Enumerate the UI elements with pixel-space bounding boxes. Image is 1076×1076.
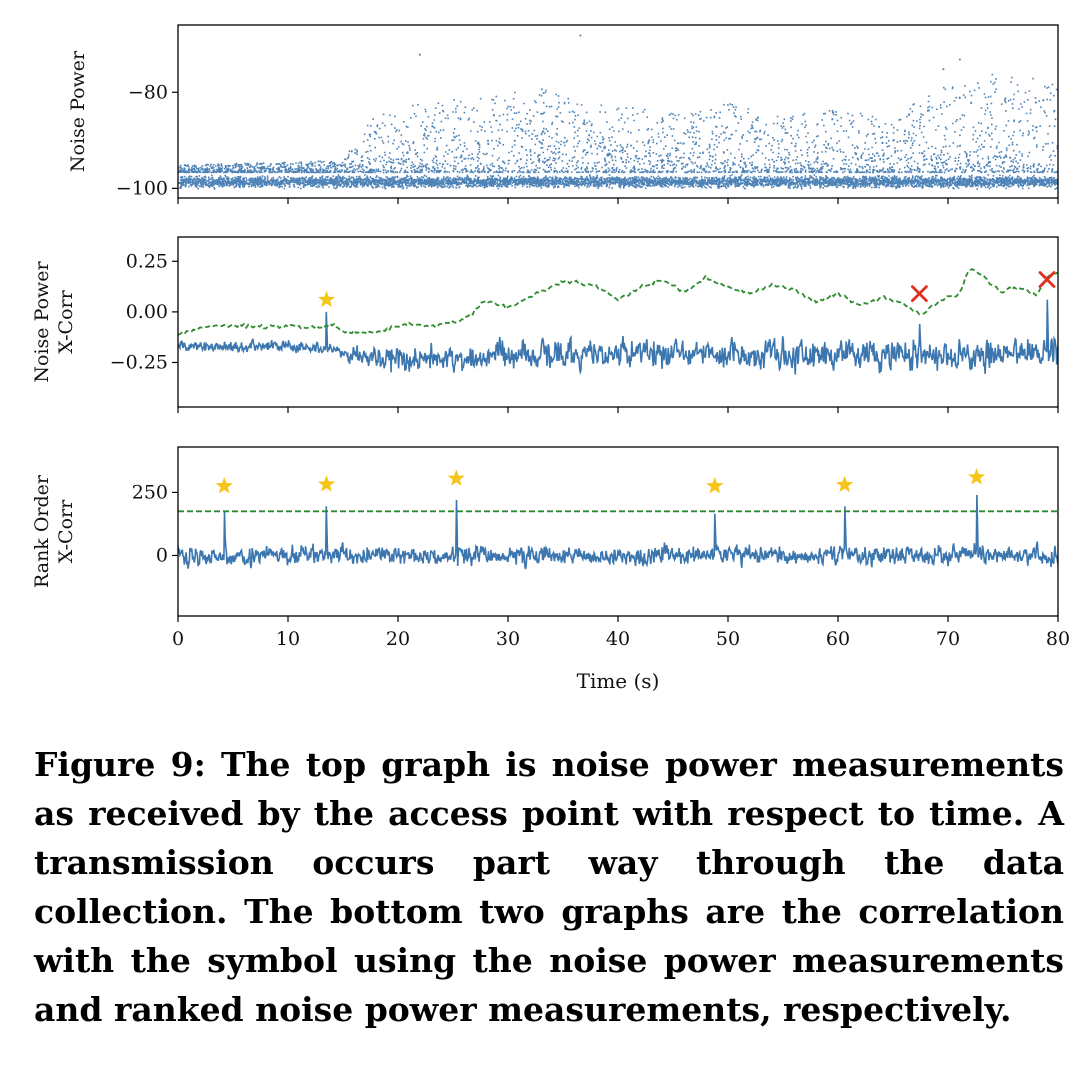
detection-star-marker <box>215 477 233 494</box>
y-tick-label: −100 <box>116 177 168 199</box>
noise-power-xcorr-panel: −0.25 0.00 0.25 Noise Power X-Corr <box>31 236 1059 413</box>
plot-area <box>178 34 1058 190</box>
y-tick-label: −0.25 <box>110 351 168 373</box>
xcorr-series-line <box>178 494 1058 570</box>
xcorr-series-line <box>178 299 1058 376</box>
y-tick-label: 0 <box>156 544 168 566</box>
figure: −100 −80 Noise Power −0.25 0.00 0.25 Noise Po… <box>31 24 1070 693</box>
y-tick-label: −80 <box>128 81 168 103</box>
y-tick-label: 0.25 <box>126 250 168 272</box>
axes-frame <box>177 236 1059 408</box>
miss-x-marker <box>1038 271 1056 288</box>
rank-order-xcorr-panel: 0 250 0 10 20 30 40 50 60 70 80 Time (s) Rank Order X… <box>31 446 1070 693</box>
threshold-line <box>178 268 1058 336</box>
detection-star-marker <box>317 475 336 492</box>
x-tick-label: 0 <box>172 628 184 650</box>
y-axis-label: Rank Order <box>31 474 53 588</box>
y-tick-label: 250 <box>132 481 168 503</box>
detection-star-marker <box>447 469 465 486</box>
y-axis-label: Noise Power <box>67 50 89 172</box>
noise-power-scatter-series <box>178 34 1058 190</box>
x-tick-label: 80 <box>1046 628 1070 650</box>
x-tick-label: 10 <box>276 628 300 650</box>
x-tick-label: 20 <box>386 628 410 650</box>
detection-star-marker <box>836 475 854 493</box>
detection-star-marker <box>968 468 986 485</box>
x-tick-label: 60 <box>826 628 850 650</box>
x-tick-label: 70 <box>936 628 960 650</box>
y-axis-label: Noise Power <box>31 260 53 382</box>
x-tick-label: 30 <box>496 628 520 650</box>
x-tick-label: 50 <box>716 628 740 650</box>
x-tick-label: 40 <box>606 628 630 650</box>
axes-frame <box>177 446 1059 617</box>
detection-star-marker <box>317 290 336 307</box>
noise-power-panel: −100 −80 Noise Power <box>67 24 1059 204</box>
plot-area <box>178 268 1058 376</box>
y-tick-label: 0.00 <box>126 301 168 323</box>
miss-x-marker <box>911 285 928 303</box>
y-axis-label: X-Corr <box>55 499 77 563</box>
chart-figure: −100 −80 Noise Power −0.25 0.00 0.25 Noise Po… <box>31 24 1070 693</box>
plot-area <box>178 494 1058 570</box>
detection-star-marker <box>706 477 724 494</box>
scatter-points <box>178 34 1058 190</box>
figure-caption: Figure 9: The top graph is noise power m… <box>34 745 1064 1029</box>
x-axis-label: Time (s) <box>577 669 660 693</box>
y-axis-label: X-Corr <box>55 289 77 353</box>
